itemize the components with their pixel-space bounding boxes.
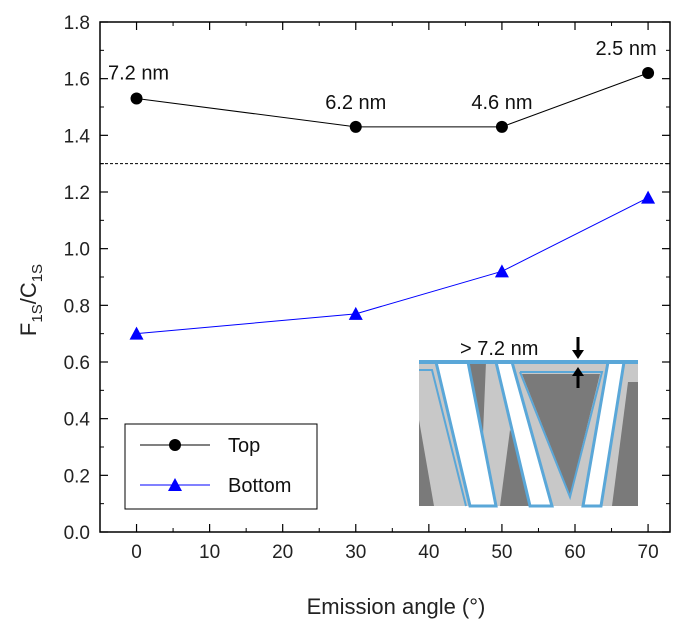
x-tick-label: 60 xyxy=(564,542,585,563)
legend-bottom-label: Bottom xyxy=(228,475,291,497)
y-axis-title: F1S/C1S xyxy=(16,264,46,336)
thickness-annotation: 7.2 nm xyxy=(108,63,169,85)
y-axis-title-sub-2: 1S xyxy=(29,264,46,282)
thickness-annotation: 4.6 nm xyxy=(471,92,532,114)
data-point-bottom xyxy=(348,306,363,320)
inset-dark-wedge-center xyxy=(522,374,600,495)
y-tick-label: 1.6 xyxy=(64,70,90,91)
y-tick-label: 0.8 xyxy=(64,296,90,317)
legend-bottom-marker xyxy=(168,478,182,491)
data-point-top xyxy=(349,120,362,133)
inset-inner-coating xyxy=(419,369,467,507)
x-tick-label: 30 xyxy=(345,542,366,563)
y-tick-label: 0.0 xyxy=(64,523,90,544)
thickness-annotation: 6.2 nm xyxy=(325,92,386,114)
data-point-bottom xyxy=(129,326,144,340)
y-tick-label: 1.8 xyxy=(64,13,90,34)
y-tick-label: 0.6 xyxy=(64,353,90,374)
data-point-bottom xyxy=(494,264,509,278)
series-line-top xyxy=(136,72,649,128)
thickness-arrow-up-head xyxy=(572,367,584,376)
y-tick-label: 1.0 xyxy=(64,240,90,261)
data-point-top xyxy=(130,92,143,105)
y-tick-label: 0.2 xyxy=(64,466,90,487)
data-point-top xyxy=(642,67,655,79)
x-tick-label: 10 xyxy=(199,542,220,563)
inset-thickness-label: > 7.2 nm xyxy=(460,338,538,360)
x-tick-label: 40 xyxy=(418,542,439,563)
inset-dark-right xyxy=(612,382,638,506)
y-axis-title-f: F xyxy=(16,323,41,336)
y-axis-ticks: 0.0 0.2 0.4 0.6 0.8 1.0 1.2 1.4 1.6 1.8 xyxy=(64,13,670,544)
y-tick-label: 1.2 xyxy=(64,183,90,204)
x-tick-label: 0 xyxy=(131,542,142,563)
thickness-arrow-down-head xyxy=(572,350,584,359)
y-axis-title-sep: /C xyxy=(16,282,41,304)
y-axis-title-sub-1: 1S xyxy=(29,304,46,322)
annotations: 7.2 nm 6.2 nm 4.6 nm 2.5 nm xyxy=(108,38,657,114)
legend-box xyxy=(124,423,318,510)
y-tick-label: 0.4 xyxy=(64,410,91,431)
legend-top-marker xyxy=(169,439,181,451)
inset-schematic: > 7.2 nm xyxy=(419,337,638,508)
series-group xyxy=(129,67,656,340)
inset-inner-coating-center xyxy=(519,371,604,501)
legend: Top Bottom xyxy=(124,423,318,510)
x-tick-label: 50 xyxy=(491,542,512,563)
y-tick-label: 1.4 xyxy=(64,126,91,147)
x-axis-title: Emission angle (°) xyxy=(307,594,486,619)
legend-top-label: Top xyxy=(228,435,260,457)
series-line-bottom xyxy=(136,197,649,335)
thickness-annotation: 2.5 nm xyxy=(595,38,656,60)
data-point-top xyxy=(495,120,508,133)
data-point-bottom xyxy=(641,190,656,204)
x-axis-ticks: 0 10 20 30 40 50 60 70 xyxy=(131,22,659,563)
x-tick-label: 20 xyxy=(272,542,293,563)
x-tick-label: 70 xyxy=(638,542,659,563)
